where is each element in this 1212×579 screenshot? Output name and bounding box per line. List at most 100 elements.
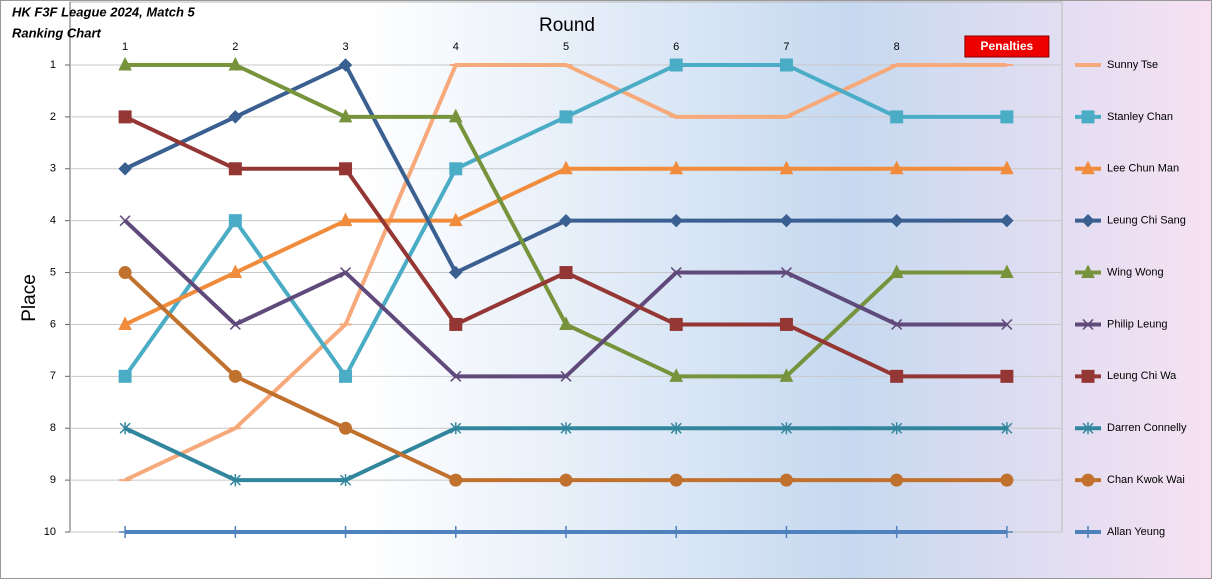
marker: [669, 160, 684, 175]
x-tick-label[interactable]: Penalties: [981, 39, 1034, 53]
legend-label: Allan Yeung: [1107, 526, 1165, 538]
marker: [669, 213, 683, 228]
legend-label: Wing Wong: [1107, 266, 1164, 278]
marker: [339, 162, 353, 176]
marker: [1000, 213, 1014, 228]
y-tick-label: 6: [50, 318, 56, 330]
marker: [119, 526, 132, 538]
marker: [228, 56, 243, 71]
marker: [560, 370, 572, 382]
marker: [559, 213, 573, 228]
marker: [228, 110, 243, 124]
marker: [669, 368, 684, 382]
marker: [339, 526, 352, 538]
marker: [891, 422, 903, 435]
marker: [559, 473, 573, 487]
legend-label: Darren Connelly: [1107, 422, 1187, 434]
y-tick-label: 5: [50, 266, 56, 278]
marker: [1000, 110, 1014, 124]
marker: [339, 369, 353, 383]
marker: [780, 422, 792, 435]
marker: [890, 526, 903, 538]
marker: [229, 318, 241, 330]
marker: [118, 162, 132, 176]
marker: [229, 526, 242, 538]
marker: [338, 58, 353, 72]
marker: [779, 213, 794, 228]
marker: [670, 267, 682, 279]
marker: [780, 267, 792, 279]
penalties-button[interactable]: [964, 35, 1050, 58]
marker: [228, 264, 243, 279]
marker: [340, 474, 352, 487]
marker: [560, 526, 572, 538]
marker: [229, 474, 241, 487]
marker: [669, 317, 683, 331]
marker: [1081, 213, 1095, 228]
y-tick-label: 9: [50, 474, 56, 486]
marker: [779, 160, 794, 175]
y-tick-label: 4: [50, 215, 56, 227]
marker: [779, 368, 794, 382]
legend-label: Philip Leung: [1107, 318, 1168, 330]
marker: [118, 56, 132, 71]
marker: [889, 264, 904, 279]
x-tick-label: 3: [342, 41, 348, 53]
marker: [119, 422, 131, 435]
marker: [559, 160, 573, 175]
marker: [118, 369, 132, 383]
marker: [1000, 526, 1013, 538]
marker: [1082, 318, 1094, 330]
marker: [780, 526, 793, 538]
x-tick-label: 2: [232, 41, 238, 53]
marker: [1081, 110, 1095, 124]
marker: [1001, 318, 1013, 330]
marker: [779, 58, 793, 72]
y-axis-title: Place: [19, 274, 40, 322]
marker: [1081, 264, 1095, 279]
y-tick-label: 2: [50, 111, 56, 123]
marker: [1081, 473, 1095, 487]
y-tick-label: 1: [50, 59, 56, 71]
legend-label: Chan Kwok Wai: [1107, 474, 1185, 486]
marker: [450, 370, 462, 382]
y-tick-label: 3: [50, 163, 56, 175]
marker: [670, 422, 682, 435]
marker: [1081, 160, 1095, 175]
marker: [338, 108, 353, 123]
y-tick-label: 8: [50, 422, 56, 434]
marker: [448, 212, 463, 227]
marker: [118, 316, 132, 330]
x-axis-title: Round: [539, 15, 595, 36]
legend-label: Sunny Tse: [1107, 59, 1158, 71]
marker: [890, 369, 904, 383]
marker: [118, 110, 132, 124]
marker: [669, 473, 683, 487]
marker: [449, 162, 463, 176]
marker: [889, 213, 904, 228]
marker: [450, 422, 462, 435]
marker: [1081, 369, 1095, 383]
marker: [228, 369, 242, 383]
marker: [119, 215, 131, 227]
marker: [448, 108, 463, 123]
marker: [559, 266, 573, 280]
x-tick-label: 7: [783, 41, 789, 53]
marker: [669, 58, 683, 72]
marker: [670, 526, 683, 538]
marker: [779, 473, 793, 487]
chart-title: HK F3F League 2024, Match 5: [12, 4, 196, 19]
legend-label: Leung Chi Wa: [1107, 370, 1177, 382]
marker: [1000, 264, 1014, 279]
marker: [340, 267, 352, 279]
marker: [560, 422, 572, 435]
marker: [449, 526, 462, 538]
marker: [559, 316, 573, 330]
marker: [338, 212, 353, 227]
x-tick-label: 4: [453, 41, 459, 53]
legend-label: Lee Chun Man: [1107, 163, 1179, 175]
marker: [889, 160, 904, 175]
marker: [228, 214, 242, 228]
marker: [228, 162, 242, 176]
